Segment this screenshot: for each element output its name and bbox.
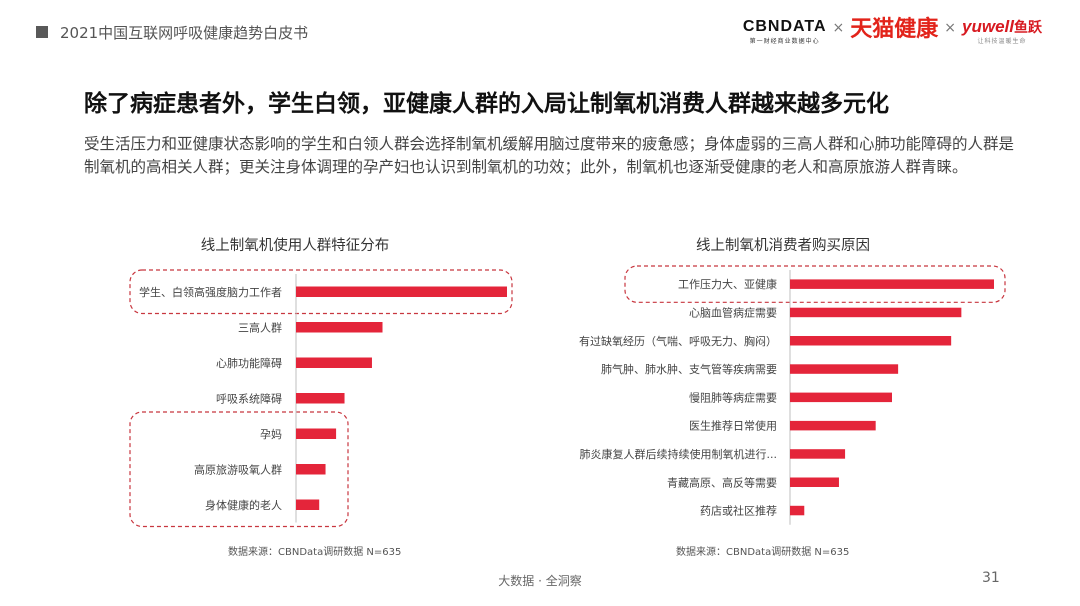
yuwell-logo: yuwell鱼跃 让科技温暖生命 (962, 17, 1042, 46)
category-label-left-6: 身体健康的老人 (205, 498, 282, 512)
logo-separator: × (944, 20, 957, 36)
category-label-right-7: 青藏高原、高反等需要 (667, 475, 777, 489)
bar-right-6 (790, 449, 846, 459)
footer-slogan: 大数据 · 全洞察 (498, 574, 582, 588)
category-label-left-4: 孕妈 (260, 427, 282, 441)
bar-left-0 (296, 286, 507, 297)
highlight-box-left-0 (129, 269, 513, 315)
logo-separator: × (832, 20, 845, 36)
bar-right-3 (790, 364, 899, 374)
body-paragraph: 受生活压力和亚健康状态影响的学生和白领人群会选择制氧机缓解用脑过度带来的疲惫感；… (84, 135, 1015, 176)
category-label-left-1: 三高人群 (238, 320, 282, 334)
bar-right-1 (790, 307, 962, 318)
page-number: 31 (982, 570, 1000, 586)
category-label-left-0: 学生、白领高强度脑力工作者 (139, 285, 282, 299)
cbndata-logo-subtext: 第一财经商业数据中心 (749, 38, 820, 45)
page-headline: 除了病症患者外，学生白领，亚健康人群的入局让制氧机消费人群越来越多元化 (84, 91, 889, 117)
data-source-right: 数据来源：CBNData调研数据 N=635 (676, 547, 850, 558)
data-source-left: 数据来源：CBNData调研数据 N=635 (228, 547, 402, 558)
category-label-right-3: 肺气肿、肺水肿、支气管等疾病需要 (601, 362, 777, 376)
category-label-left-2: 心肺功能障碍 (216, 356, 282, 370)
category-label-left-5: 高原旅游吸氧人群 (194, 462, 282, 476)
highlight-box-right-0 (624, 265, 1006, 303)
cbndata-logo-text: CBNDATA (742, 18, 827, 35)
bar-left-1 (296, 322, 383, 333)
chart-title-left: 线上制氧机使用人群特征分布 (200, 238, 390, 254)
category-label-right-6: 肺炎康复人群后续持续使用制氧机进行... (580, 447, 778, 461)
category-label-right-4: 慢阻肺等病症需要 (689, 390, 777, 404)
category-label-right-5: 医生推荐日常使用 (689, 419, 777, 433)
bar-right-0 (790, 279, 994, 289)
tmall-health-logo: 天猫健康 (850, 17, 939, 42)
bar-left-2 (296, 357, 372, 368)
bar-left-5 (296, 464, 326, 475)
bar-left-3 (296, 393, 345, 404)
bar-left-6 (296, 499, 320, 510)
cbndata-logo: CBNDATA 第一财经商业数据中心 (743, 18, 827, 45)
bar-right-7 (790, 477, 839, 487)
category-label-right-0: 工作压力大、亚健康 (678, 277, 777, 291)
report-title: 2021中国互联网呼吸健康趋势白皮书 (60, 24, 309, 42)
yuwell-logo-text: yuwell鱼跃 (962, 17, 1042, 36)
bar-right-5 (790, 420, 876, 431)
bar-right-2 (790, 336, 952, 346)
header-square-icon (36, 26, 48, 38)
partner-logos: CBNDATA 第一财经商业数据中心 × 天猫健康 × yuwell鱼跃 让科技… (743, 18, 1042, 48)
category-label-right-2: 有过缺氧经历（气喘、呼吸无力、胸闷） (579, 334, 777, 348)
category-label-right-8: 药店或社区推荐 (700, 504, 777, 518)
yuwell-logo-subtext: 让科技温暖生命 (977, 38, 1027, 45)
category-label-left-3: 呼吸系统障碍 (216, 391, 282, 405)
bar-left-4 (296, 428, 337, 439)
category-label-right-1: 心脑血管病症需要 (689, 305, 777, 319)
bar-right-8 (790, 505, 805, 516)
chart-title-right: 线上制氧机消费者购买原因 (696, 238, 870, 254)
bar-right-4 (790, 392, 892, 403)
